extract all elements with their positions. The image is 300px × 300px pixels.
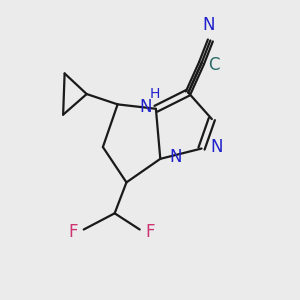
- Text: N: N: [211, 138, 223, 156]
- Text: F: F: [146, 223, 155, 241]
- Text: F: F: [68, 223, 78, 241]
- Text: N: N: [169, 148, 182, 166]
- Text: N: N: [202, 16, 215, 34]
- Text: H: H: [149, 86, 160, 100]
- Text: N: N: [139, 98, 152, 116]
- Text: C: C: [208, 56, 220, 74]
